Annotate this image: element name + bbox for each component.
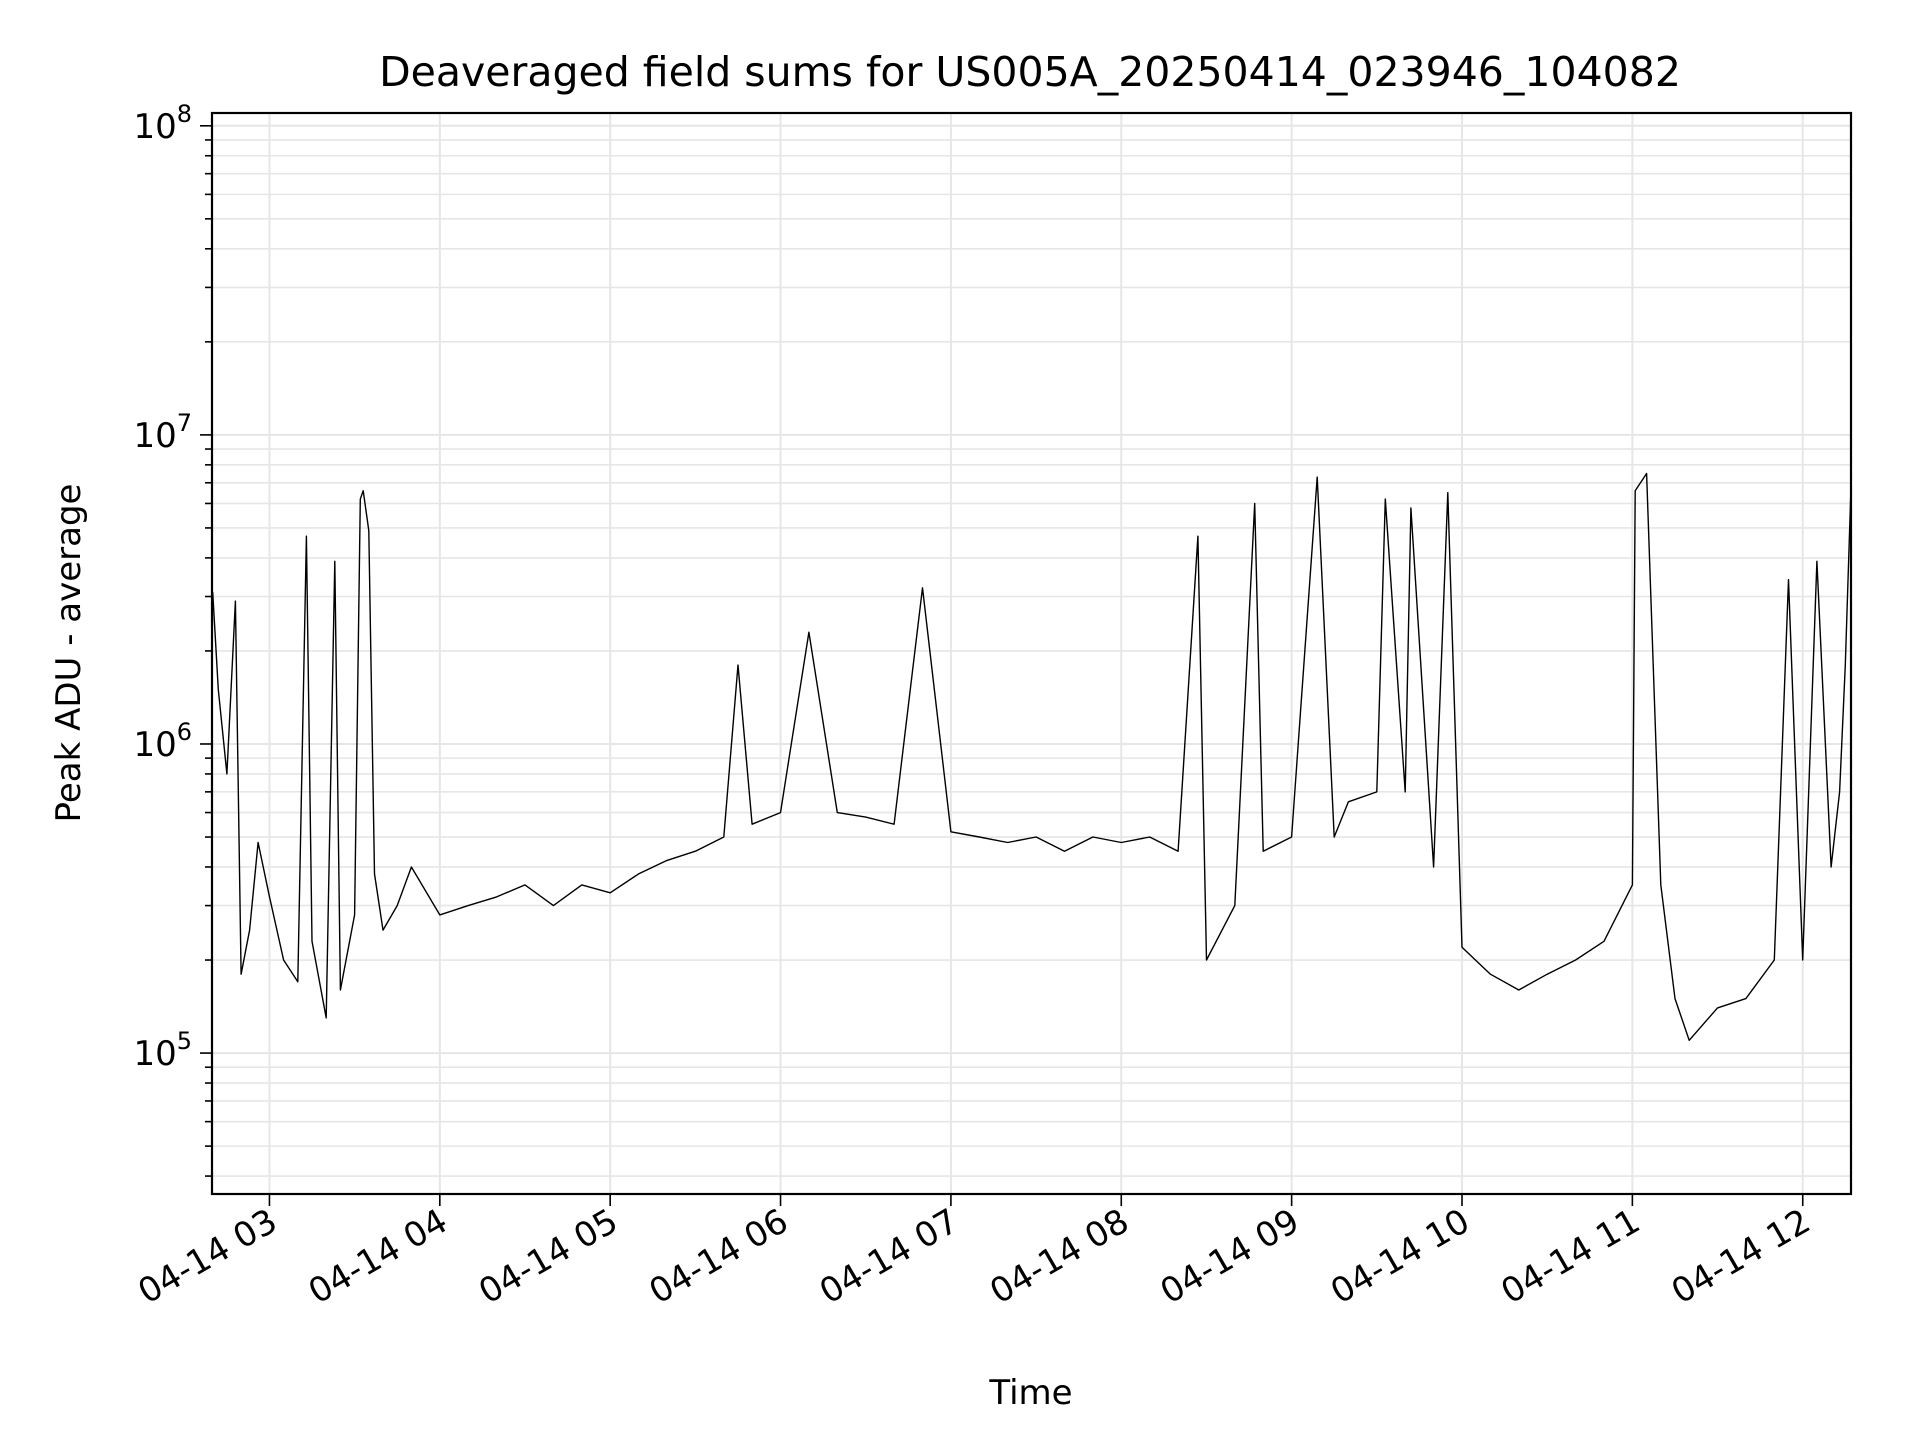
chart-title: Deaveraged field sums for US005A_2025041…: [379, 48, 1681, 96]
series-layer: [212, 472, 1852, 1042]
plot-frame: [210, 111, 1853, 1196]
y-axis: 105 106 107 108: [133, 100, 212, 1177]
grid-lines: [212, 113, 1851, 1194]
y-tick-label: 106: [133, 718, 192, 765]
y-tick-label: 108: [133, 100, 192, 147]
plot-area: 04-14 03 04-14 04 04-14 05 04-14 06 04-14 07…: [132, 100, 1853, 1312]
y-tick-label: 107: [133, 409, 192, 456]
y-tick-label: 105: [133, 1027, 192, 1074]
x-axis-label: Time: [988, 1373, 1072, 1413]
series-line: [212, 472, 1852, 1042]
plot-background: [212, 113, 1851, 1194]
y-axis-label: Peak ADU - average: [49, 484, 89, 823]
